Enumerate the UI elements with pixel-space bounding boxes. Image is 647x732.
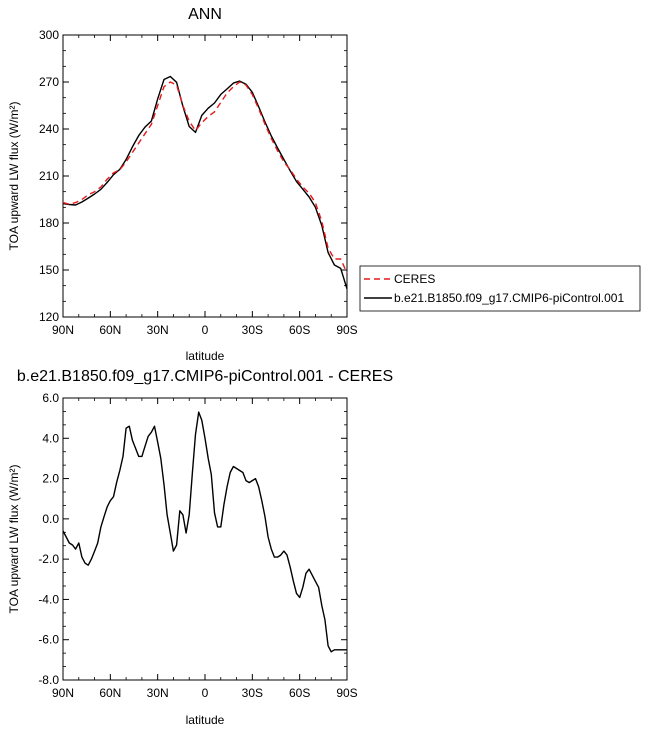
x-tick-label: 60S <box>289 686 310 700</box>
y-tick-label: 150 <box>39 263 59 277</box>
legend-ceres-label: CERES <box>394 272 435 286</box>
y-tick-label: 210 <box>39 169 59 183</box>
x-tick-label: 60S <box>289 323 310 337</box>
y-tick-label: 4.0 <box>42 431 59 445</box>
top-chart-ylabel: TOA upward LW flux (W/m²) <box>7 102 21 251</box>
x-tick-label: 60N <box>99 323 121 337</box>
series-line-model <box>62 75 348 290</box>
x-tick-label: 0 <box>202 686 209 700</box>
top-chart-plot-frame <box>62 34 348 318</box>
x-tick-label: 0 <box>202 323 209 337</box>
legend-box <box>359 265 641 312</box>
bottom-chart-series <box>62 411 347 653</box>
y-tick-label: -6.0 <box>38 633 59 647</box>
x-tick-label: 60N <box>99 686 121 700</box>
y-tick-label: 120 <box>39 310 59 324</box>
x-tick-label: 30N <box>147 686 169 700</box>
x-tick-label: 30S <box>242 323 263 337</box>
y-tick-label: -2.0 <box>38 552 59 566</box>
y-tick-label: -8.0 <box>38 673 59 687</box>
y-tick-label: 240 <box>39 122 59 136</box>
x-tick-label: 90N <box>52 686 74 700</box>
y-tick-label: -4.0 <box>38 592 59 606</box>
bottom-chart-ticks: 90N 60N 30N 0 30S 60S 90S -8.0 -6.0 -4.0 -2.0 0.0 2.… <box>38 391 357 700</box>
legend: CERES b.e21.B1850.f09_g17.CMIP6-piContro… <box>359 265 641 312</box>
bottom-chart-ylabel: TOA upward LW flux (W/m²) <box>7 465 21 614</box>
series-line-difference <box>62 411 347 653</box>
x-tick-label: 90N <box>52 323 74 337</box>
y-tick-label: 2.0 <box>42 472 59 486</box>
y-tick-label: 0.0 <box>42 512 59 526</box>
y-tick-label: 270 <box>39 75 59 89</box>
x-tick-label: 90S <box>336 323 357 337</box>
bottom-chart-panel: b.e21.B1850.f09_g17.CMIP6-piControl.001 … <box>7 368 393 727</box>
x-tick-label: 30S <box>242 686 263 700</box>
top-chart-xlabel: latitude <box>186 349 225 363</box>
x-tick-label: 30N <box>147 323 169 337</box>
y-tick-label: 6.0 <box>42 391 59 405</box>
y-tick-label: 180 <box>39 216 59 230</box>
x-tick-label: 90S <box>336 686 357 700</box>
bottom-chart-xlabel: latitude <box>186 713 225 727</box>
y-tick-label: 300 <box>39 28 59 42</box>
series-line-ceres <box>62 81 348 274</box>
top-chart-ticks: 90N 60N 30N 0 30S 60S 90S 120 150 180 210 240 270 300 <box>39 28 358 337</box>
top-chart-title: ANN <box>188 6 222 23</box>
legend-model-label: b.e21.B1850.f09_g17.CMIP6-piControl.001 <box>394 291 624 305</box>
top-chart-panel: ANN TOA upward LW flux (W/m²) latitude 9… <box>7 6 358 363</box>
bottom-chart-title: b.e21.B1850.f09_g17.CMIP6-piControl.001 … <box>17 368 393 385</box>
top-chart-series <box>62 75 348 290</box>
